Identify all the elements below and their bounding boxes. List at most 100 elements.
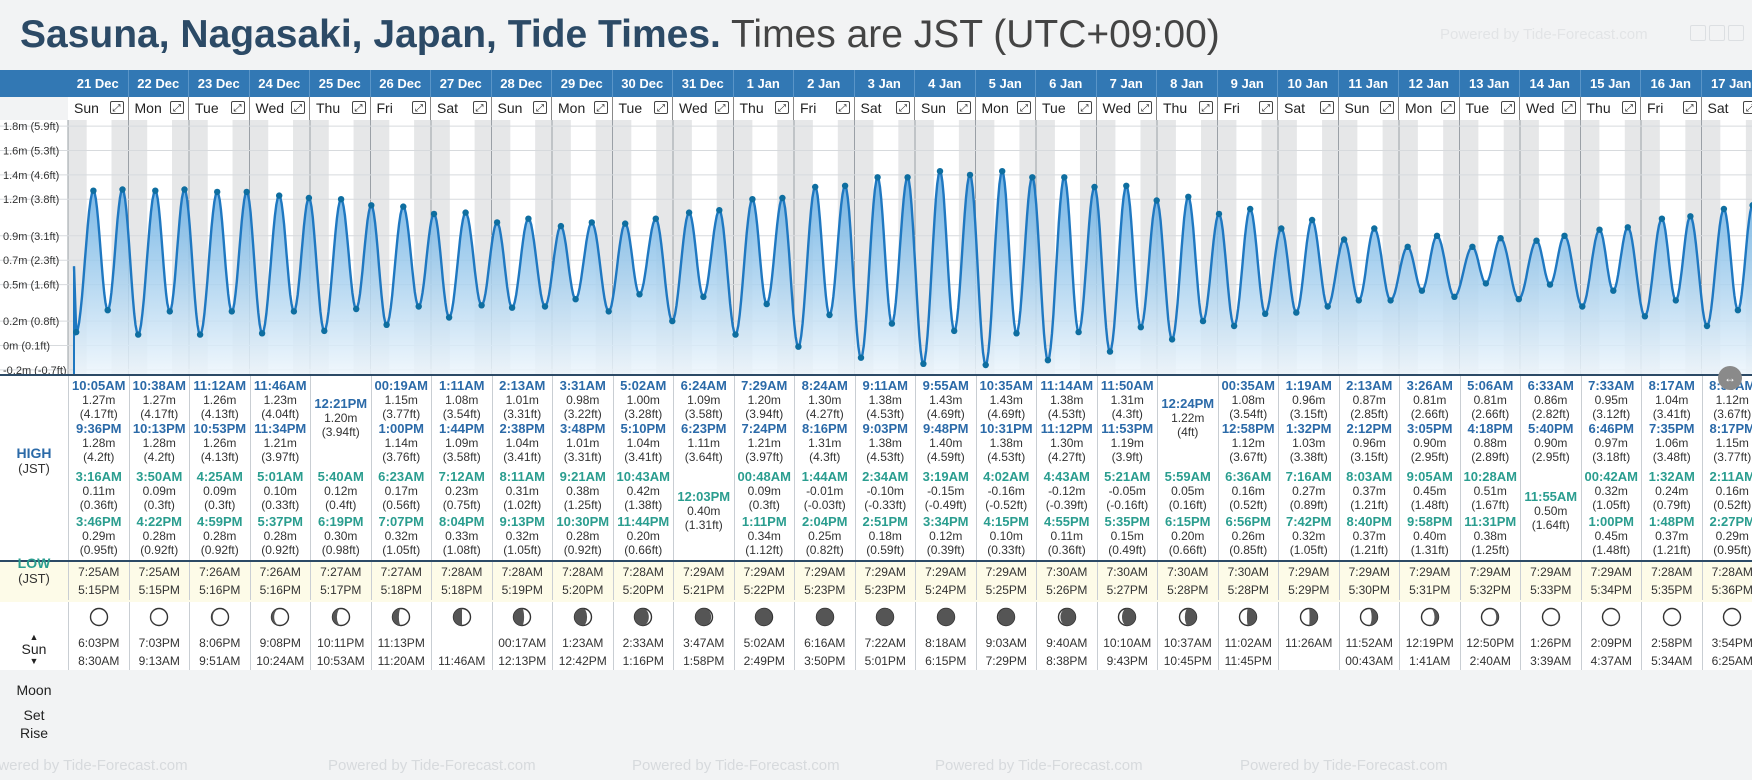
weekday-label: Mon xyxy=(1405,100,1433,116)
high-tide-height-m: 1.12m xyxy=(1715,393,1749,407)
high-tide-entry: 12:21PM 1.20m (3.94ft) xyxy=(311,397,371,440)
expand-icon[interactable]: ⤢ xyxy=(1017,101,1031,114)
low-tide-entry: 4:25AM 0.09m (0.3ft) xyxy=(190,470,250,513)
low-tide-height-m: 0.32m xyxy=(1594,484,1628,498)
sunrise-time: 7:29AM xyxy=(1530,565,1572,579)
expand-icon[interactable]: ⤢ xyxy=(896,101,910,114)
low-tide-cell: 2:11AM 0.16m (0.52ft) 2:27PM 0.29m (0.95ft) xyxy=(1701,466,1752,560)
moon-phase-icon xyxy=(452,607,471,627)
low-tide-height-ft: (1.05ft) xyxy=(1289,543,1328,557)
scroll-handle[interactable]: ↔ xyxy=(1718,366,1742,390)
expand-icon[interactable]: ⤢ xyxy=(1077,101,1092,114)
high-tide-time: 7:33AM xyxy=(1588,378,1635,393)
low-tide-time: 9:58PM xyxy=(1406,514,1453,529)
high-tide-entry: 1:44PM 1.09m (3.58ft) xyxy=(432,422,492,465)
sunrise-time: 7:25AM xyxy=(78,565,120,579)
expand-icon[interactable]: ⤢ xyxy=(1138,101,1152,114)
low-tide-point xyxy=(1418,287,1426,294)
expand-icon[interactable]: ⤢ xyxy=(472,101,487,114)
low-tide-point xyxy=(1451,293,1458,300)
low-tide-height-ft: (0.66ft) xyxy=(1168,543,1207,557)
low-tide-entry: 9:05AM 0.45m (1.48ft) xyxy=(1400,470,1460,513)
date-cell: 30 Dec xyxy=(612,70,673,97)
low-tide-height-ft: (1.08ft) xyxy=(442,543,481,557)
high-tide-time: 11:34PM xyxy=(254,421,307,436)
low-tide-time: 1:32AM xyxy=(1648,469,1695,484)
weekday-label: Sun xyxy=(74,100,99,116)
low-tide-height-ft: (0.33ft) xyxy=(987,543,1026,557)
low-tide-height-m: 0.16m xyxy=(1231,484,1265,498)
low-tide-point xyxy=(353,305,360,313)
expand-icon[interactable]: ⤢ xyxy=(412,101,426,114)
low-tide-entry: 3:19AM -0.15m (-0.49ft) xyxy=(916,470,976,513)
high-tide-point xyxy=(1533,237,1540,244)
day-cell: Sun ⤢ xyxy=(1338,97,1399,120)
low-tide-height-m: 0.12m xyxy=(929,529,963,543)
expand-icon[interactable]: ⤢ xyxy=(775,101,789,114)
low-tide-entry: 1:48PM 0.37m (1.21ft) xyxy=(1642,515,1702,558)
low-tide-entry: 11:44PM 0.20m (0.66ft) xyxy=(614,515,674,558)
high-tide-height-m: 1.26m xyxy=(203,393,237,407)
expand-icon[interactable]: ⤢ xyxy=(291,101,305,114)
expand-icon[interactable]: ⤢ xyxy=(1682,101,1697,114)
moonset-time: 8:06PM xyxy=(199,636,241,650)
low-tide-height-ft: (0.4ft) xyxy=(325,498,357,512)
low-tide-height-ft: (0.36ft) xyxy=(79,498,118,512)
high-tide-time: 7:29AM xyxy=(741,378,788,393)
weekday-label: Fri xyxy=(1223,100,1240,116)
low-tide-height-ft: (0.36ft) xyxy=(1047,543,1086,557)
low-tide-entry: 7:16AM 0.27m (0.89ft) xyxy=(1279,470,1339,513)
expand-icon[interactable]: ⤢ xyxy=(956,101,971,114)
expand-icon[interactable]: ⤢ xyxy=(1319,101,1334,114)
low-tide-time: 2:34AM xyxy=(862,469,909,484)
sun-cell: 7:29AM 5:23PM xyxy=(854,562,916,600)
expand-icon[interactable]: ⤢ xyxy=(593,101,608,114)
powered-by-footer: Powered by Tide-Forecast.com Powered by … xyxy=(0,757,1752,779)
expand-icon[interactable]: ⤢ xyxy=(654,101,668,114)
high-tide-entry: 6:33AM 0.86m (2.82ft) xyxy=(1521,379,1581,422)
low-tide-entry: 7:12AM 0.23m (0.75ft) xyxy=(432,470,492,513)
moonset-time: 12:19PM xyxy=(1405,636,1454,650)
expand-icon[interactable]: ⤢ xyxy=(533,101,547,114)
sunrise-time: 7:26AM xyxy=(199,565,241,579)
expand-icon[interactable]: ⤢ xyxy=(109,101,124,114)
expand-icon[interactable]: ⤢ xyxy=(1622,101,1636,114)
high-tide-entry: 10:31PM 1.38m (4.53ft) xyxy=(977,422,1037,465)
expand-icon[interactable]: ⤢ xyxy=(1501,101,1515,114)
moonrise-time: 10:53AM xyxy=(316,654,365,668)
low-tide-height-ft: (-0.52ft) xyxy=(985,498,1028,512)
high-tide-time: 10:35AM xyxy=(979,378,1033,393)
expand-icon[interactable]: ⤢ xyxy=(1743,101,1752,114)
low-tide-height-m: -0.12m xyxy=(1048,484,1086,498)
weekday-label: Sun xyxy=(497,100,523,116)
expand-icon[interactable]: ⤢ xyxy=(714,101,729,114)
expand-icon[interactable]: ⤢ xyxy=(1380,101,1394,114)
expand-icon[interactable]: ⤢ xyxy=(835,101,850,114)
expand-icon[interactable]: ⤢ xyxy=(230,101,245,114)
expand-icon[interactable]: ⤢ xyxy=(1198,101,1213,114)
high-tide-height-ft: (4.53ft) xyxy=(1047,407,1086,421)
high-tide-point xyxy=(90,187,97,194)
low-tide-entry: 8:11AM 0.31m (1.02ft) xyxy=(493,470,553,513)
low-tide-height-ft: (0.85ft) xyxy=(1229,543,1268,557)
sunset-time: 5:24PM xyxy=(925,583,967,597)
expand-icon[interactable]: ⤢ xyxy=(1440,101,1455,114)
high-tide-entry: 00:35AM 1.08m (3.54ft) xyxy=(1219,379,1279,422)
high-tide-time: 2:38PM xyxy=(499,421,546,436)
moonset-time: 7:03PM xyxy=(138,636,180,650)
expand-icon[interactable]: ⤢ xyxy=(170,101,184,114)
day-cell: Mon ⤢ xyxy=(552,97,613,120)
low-tide-entry: 5:59AM 0.05m (0.16ft) xyxy=(1158,470,1218,513)
moon-cell: 7:03PM 9:13AM xyxy=(128,602,190,670)
moonset-time: 2:58PM xyxy=(1651,636,1693,650)
low-tide-height-ft: (0.89ft) xyxy=(1289,498,1328,512)
expand-icon[interactable]: ⤢ xyxy=(1561,101,1576,114)
expand-icon[interactable]: ⤢ xyxy=(1259,101,1273,114)
moon-cell: 3:54PM 6:25AM xyxy=(1701,602,1752,670)
moonrise-time: 2:40AM xyxy=(1469,654,1511,668)
low-tide-entry: 5:35PM 0.15m (0.49ft) xyxy=(1098,515,1158,558)
moonset-time: 10:10AM xyxy=(1103,636,1152,650)
expand-icon[interactable]: ⤢ xyxy=(351,101,366,114)
sun-cell: 7:25AM 5:15PM xyxy=(68,562,129,600)
high-tide-height-ft: (3.54ft) xyxy=(1229,407,1268,421)
